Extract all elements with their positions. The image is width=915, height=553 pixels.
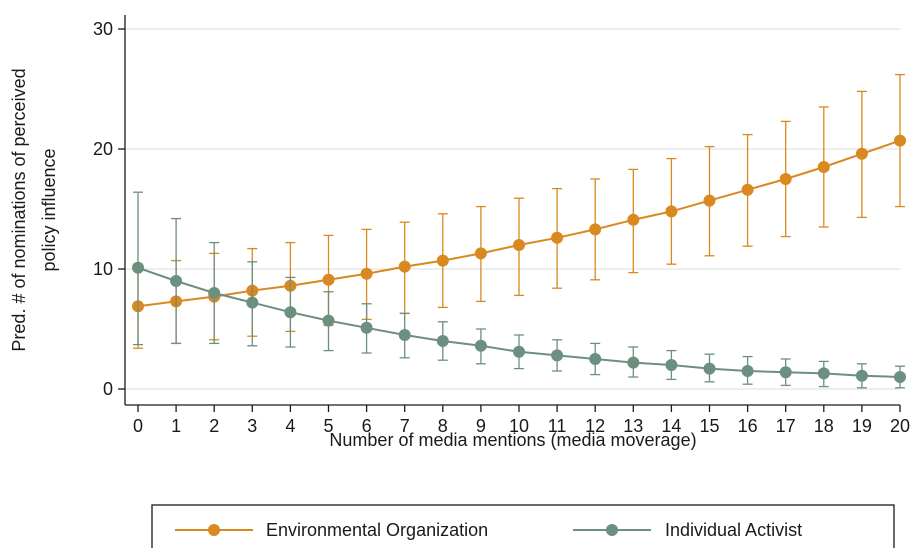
data-point [436, 254, 449, 267]
x-tick-label: 18 [814, 416, 834, 436]
x-tick-label: 6 [362, 416, 372, 436]
series-group [132, 73, 906, 389]
data-point [779, 173, 792, 185]
data-point [246, 296, 259, 309]
data-point [551, 349, 564, 362]
data-point [322, 273, 335, 286]
data-point [513, 345, 525, 358]
data-point [398, 329, 411, 341]
legend-box [151, 504, 895, 553]
x-tick-label: 10 [509, 416, 529, 436]
data-point [360, 267, 373, 280]
data-point [551, 231, 564, 244]
x-tick-label: 15 [699, 416, 719, 436]
y-axis-title-line: Pred. # of nominations of perceived [9, 68, 29, 351]
data-point [817, 367, 830, 380]
data-point [513, 239, 525, 251]
data-point [703, 362, 716, 375]
data-point [284, 306, 297, 319]
series-1 [132, 73, 906, 349]
x-tick-label: 1 [171, 416, 181, 436]
x-tick-label: 14 [661, 416, 681, 436]
data-point [589, 353, 602, 365]
data-point [665, 359, 678, 371]
x-tick-label: 9 [476, 416, 486, 436]
x-tick-label: 8 [438, 416, 448, 436]
y-tick-label: 30 [93, 19, 113, 39]
legend-swatch-marker [208, 524, 220, 536]
y-axis-title-line: policy influence [39, 148, 59, 271]
data-point [894, 134, 906, 147]
data-point [817, 161, 830, 173]
data-point [322, 314, 335, 327]
x-tick-label: 20 [890, 416, 910, 436]
data-point [474, 339, 487, 352]
data-point [208, 287, 221, 299]
y-axis-title: Pred. # of nominations of perceived polic… [9, 68, 59, 351]
x-axis-title: Number of media mentions (media moverage… [329, 430, 696, 450]
legend-label: Individual Activist [665, 520, 802, 540]
series-2 [132, 191, 906, 389]
data-point [665, 205, 678, 218]
y-tick-label: 10 [93, 259, 113, 279]
data-point [741, 365, 754, 377]
x-tick-label: 5 [323, 416, 333, 436]
x-tick-label: 11 [548, 416, 567, 436]
legend-item-1: Environmental Organization [175, 520, 488, 540]
data-point [589, 223, 602, 236]
data-point [855, 369, 868, 382]
x-tick-label: 0 [133, 416, 143, 436]
x-tick-label: 17 [776, 416, 796, 436]
x-tick-label: 7 [400, 416, 410, 436]
x-tick-label: 12 [585, 416, 605, 436]
legend-label: Environmental Organization [266, 520, 488, 540]
gridlines [125, 28, 900, 390]
data-point [627, 213, 640, 226]
data-point [474, 247, 487, 260]
x-tick-label: 16 [738, 416, 758, 436]
legend: Environmental Organization Individual Act… [151, 504, 895, 553]
x-tick-label: 3 [247, 416, 257, 436]
data-point [360, 321, 373, 334]
x-tick-label: 2 [209, 416, 219, 436]
x-tick-label: 19 [852, 416, 872, 436]
x-tick-label: 4 [285, 416, 295, 436]
legend-swatch-marker [606, 524, 618, 536]
data-point [132, 261, 144, 274]
data-point [627, 356, 640, 369]
y-tick-label: 20 [93, 139, 113, 159]
data-point [894, 371, 906, 383]
data-point [436, 335, 449, 347]
data-point [398, 260, 411, 273]
data-point [170, 275, 183, 287]
x-tick-label: 13 [623, 416, 643, 436]
data-point [703, 194, 716, 207]
data-point [855, 147, 868, 160]
axis-titles: Number of media mentions (media moverage… [9, 68, 697, 450]
data-point [741, 183, 754, 196]
data-point [779, 366, 792, 379]
legend-item-2: Individual Activist [573, 520, 802, 540]
y-tick-label: 0 [103, 379, 113, 399]
